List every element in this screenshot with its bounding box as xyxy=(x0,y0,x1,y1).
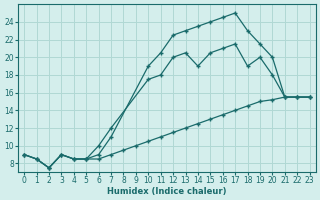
X-axis label: Humidex (Indice chaleur): Humidex (Indice chaleur) xyxy=(107,187,227,196)
